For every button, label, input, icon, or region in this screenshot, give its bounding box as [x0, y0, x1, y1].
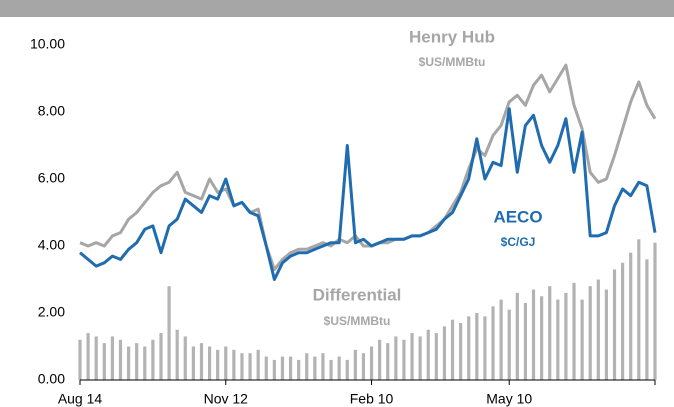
bar	[288, 356, 293, 380]
bar	[564, 292, 568, 380]
bar	[507, 309, 511, 380]
bar	[572, 282, 576, 380]
bar	[653, 242, 657, 380]
y-tick-label: 8.00	[38, 103, 65, 119]
bar	[556, 299, 560, 380]
bar	[402, 339, 406, 380]
series-unit: $C/GJ	[501, 235, 536, 249]
y-tick-label: 10.00	[30, 36, 65, 52]
line-layer	[79, 63, 657, 281]
bar	[151, 339, 155, 380]
bar	[394, 336, 398, 380]
bar	[143, 346, 147, 380]
bar	[499, 299, 503, 380]
bar	[135, 343, 139, 380]
bar	[621, 262, 625, 380]
series-line	[79, 63, 657, 271]
bar	[540, 296, 544, 380]
bar	[580, 299, 584, 380]
bar	[588, 286, 592, 380]
bar	[450, 319, 455, 380]
bar	[280, 356, 285, 380]
series-label: AECO	[493, 207, 542, 226]
series-unit: $US/MMBtu	[324, 314, 391, 328]
bar	[604, 289, 609, 380]
bar	[321, 353, 325, 380]
bar	[483, 316, 487, 380]
bar	[78, 339, 82, 380]
bar	[410, 333, 414, 380]
bar	[313, 356, 317, 380]
bar	[515, 292, 519, 380]
bar	[191, 346, 195, 380]
series-unit: $US/MMBtu	[419, 55, 486, 69]
bar	[531, 289, 536, 380]
bar	[353, 349, 357, 380]
bar	[523, 302, 528, 380]
x-tick-label: May 10	[486, 391, 532, 407]
bar	[491, 306, 495, 380]
bar	[467, 316, 471, 380]
bar	[345, 359, 349, 380]
bar	[256, 349, 260, 380]
bar	[637, 239, 641, 380]
bar	[167, 286, 171, 380]
bar	[297, 359, 301, 380]
header-band	[0, 0, 674, 17]
bar	[459, 323, 463, 380]
series-label: Differential	[313, 285, 402, 304]
bar	[596, 279, 600, 380]
bar	[305, 353, 309, 380]
bar	[175, 329, 179, 380]
bar	[645, 259, 649, 380]
y-tick-label: 2.00	[38, 304, 65, 320]
y-tick-label: 6.00	[38, 170, 65, 186]
bar	[378, 339, 382, 380]
bar	[612, 269, 617, 380]
bar	[475, 313, 479, 380]
bar	[386, 343, 390, 380]
bar	[159, 333, 163, 380]
bar	[361, 353, 366, 380]
series-line	[79, 107, 657, 281]
series-label: Henry Hub	[409, 27, 495, 46]
bar	[86, 333, 90, 380]
y-tick-label: 0.00	[38, 371, 65, 387]
bar	[110, 336, 114, 380]
bar	[94, 336, 98, 380]
bar	[216, 349, 220, 380]
bar	[629, 252, 633, 380]
bar	[126, 346, 131, 380]
bar	[418, 336, 422, 380]
bar	[248, 353, 252, 380]
x-tick-label: Nov 12	[204, 391, 249, 407]
bar	[118, 339, 123, 380]
bar	[329, 359, 333, 380]
bar	[272, 359, 276, 380]
x-tick-label: Aug 14	[58, 391, 103, 407]
y-tick-label: 4.00	[38, 237, 65, 253]
bar	[199, 343, 204, 380]
bar	[224, 346, 228, 380]
bar	[240, 353, 244, 380]
bar	[337, 356, 341, 380]
bar	[442, 326, 447, 380]
bar	[102, 343, 106, 380]
x-tick-label: Feb 10	[350, 391, 394, 407]
bar	[426, 329, 430, 380]
bar	[232, 349, 236, 380]
bar	[434, 333, 438, 380]
bar-layer	[78, 239, 657, 380]
bar	[264, 356, 268, 380]
bar	[207, 346, 212, 380]
bar	[548, 286, 552, 380]
bar	[369, 346, 374, 380]
bar	[183, 336, 187, 380]
